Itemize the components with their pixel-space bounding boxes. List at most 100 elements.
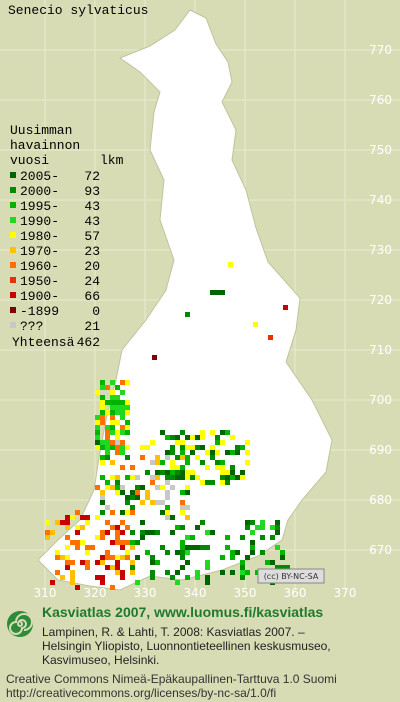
record-square	[100, 530, 105, 535]
record-square	[235, 550, 240, 555]
record-square	[80, 525, 85, 530]
record-square	[60, 555, 65, 560]
record-square	[155, 455, 160, 460]
record-square	[95, 415, 100, 420]
record-square	[105, 530, 110, 535]
record-square	[150, 575, 155, 580]
record-square	[220, 570, 225, 575]
record-square	[105, 505, 110, 510]
record-square	[110, 525, 115, 530]
legend-swatch	[10, 262, 16, 268]
record-square	[125, 405, 130, 410]
record-square	[120, 415, 125, 420]
record-square	[125, 510, 130, 515]
record-square	[205, 530, 210, 535]
total-count: 462	[77, 335, 100, 350]
record-square	[100, 490, 105, 495]
record-square	[55, 555, 60, 560]
record-square	[220, 460, 225, 465]
record-square	[210, 450, 215, 455]
record-square	[240, 560, 245, 565]
record-square	[120, 545, 125, 550]
record-square	[115, 445, 120, 450]
record-square	[110, 420, 115, 425]
record-square	[175, 525, 180, 530]
record-square	[250, 520, 255, 525]
record-square	[95, 435, 100, 440]
record-square	[210, 530, 215, 535]
record-square	[110, 540, 115, 545]
record-square	[165, 455, 170, 460]
record-square	[105, 435, 110, 440]
record-square	[160, 470, 165, 475]
record-square	[80, 540, 85, 545]
x-label: 360	[284, 586, 307, 600]
record-square	[180, 440, 185, 445]
record-square	[185, 560, 190, 565]
record-square	[70, 560, 75, 565]
record-square	[120, 450, 125, 455]
record-square	[100, 575, 105, 580]
legend-label: 1980-	[20, 229, 59, 244]
record-square	[120, 390, 125, 395]
legend-swatch	[10, 292, 16, 298]
record-square	[180, 565, 185, 570]
record-square	[200, 460, 205, 465]
badge-box	[257, 568, 325, 584]
record-square	[120, 575, 125, 580]
record-square	[120, 410, 125, 415]
record-square	[220, 290, 225, 295]
record-square	[235, 450, 240, 455]
record-square	[150, 530, 155, 535]
logo-spiral	[9, 613, 33, 635]
record-square	[65, 520, 70, 525]
record-square	[180, 465, 185, 470]
record-square	[120, 485, 125, 490]
record-square	[230, 470, 235, 475]
record-square	[85, 550, 90, 555]
record-square	[80, 515, 85, 520]
record-square	[275, 525, 280, 530]
record-square	[250, 550, 255, 555]
record-square	[245, 450, 250, 455]
record-square	[115, 410, 120, 415]
total-label: Yhteensä	[12, 335, 75, 350]
record-square	[170, 450, 175, 455]
record-square	[270, 525, 275, 530]
record-square	[125, 430, 130, 435]
record-square	[110, 390, 115, 395]
record-square	[75, 530, 80, 535]
legend-label: 2005-	[20, 169, 59, 184]
record-square	[105, 480, 110, 485]
record-square	[145, 530, 150, 535]
record-square	[180, 505, 185, 510]
record-square	[185, 545, 190, 550]
record-square	[105, 565, 110, 570]
record-square	[165, 490, 170, 495]
record-square	[175, 440, 180, 445]
record-square	[115, 395, 120, 400]
legend-label: 1990-	[20, 214, 59, 229]
record-square	[150, 570, 155, 575]
record-square	[110, 430, 115, 435]
record-square	[125, 495, 130, 500]
record-square	[170, 575, 175, 580]
record-square	[70, 580, 75, 585]
x-label: 340	[184, 586, 207, 600]
legend-label: 1970-	[20, 244, 59, 259]
record-square	[185, 470, 190, 475]
record-square	[95, 515, 100, 520]
record-square	[170, 445, 175, 450]
record-square	[152, 355, 157, 360]
record-square	[180, 555, 185, 560]
record-square	[110, 410, 115, 415]
record-square	[180, 445, 185, 450]
record-square	[55, 570, 60, 575]
record-square	[145, 550, 150, 555]
record-square	[170, 460, 175, 465]
record-square	[270, 535, 275, 540]
legend-count: 57	[84, 229, 100, 244]
record-square	[180, 490, 185, 495]
record-square	[185, 505, 190, 510]
record-square	[100, 560, 105, 565]
